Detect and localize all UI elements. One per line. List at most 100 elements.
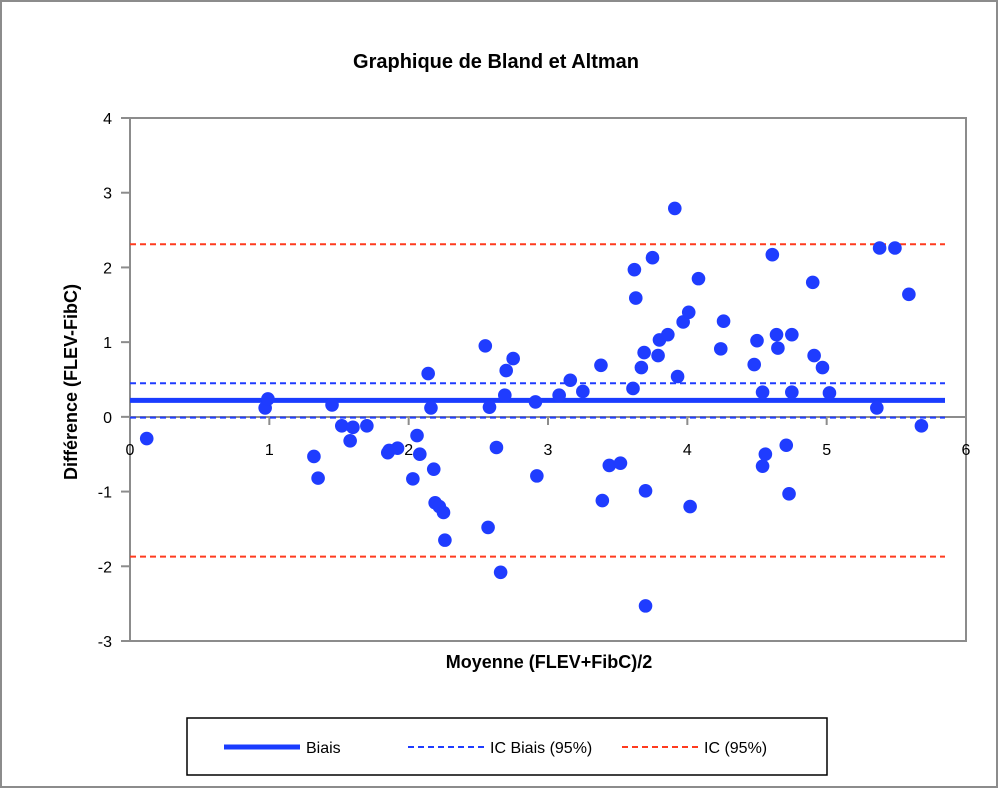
- data-point: [637, 345, 651, 360]
- data-point: [311, 471, 325, 485]
- data-point: [530, 469, 544, 483]
- data-point: [346, 420, 360, 435]
- y-tick-label: 3: [103, 186, 112, 203]
- legend-label: IC (95%): [704, 740, 767, 757]
- x-tick-label: 1: [265, 442, 274, 459]
- data-point: [888, 241, 902, 255]
- data-point: [634, 360, 649, 375]
- data-point: [498, 388, 512, 402]
- data-point: [421, 366, 435, 381]
- chart-title: Graphique de Bland et Altman: [353, 51, 639, 73]
- data-point: [651, 348, 665, 363]
- data-point: [765, 247, 780, 262]
- data-point: [563, 373, 578, 388]
- data-point: [785, 385, 799, 400]
- data-point: [424, 401, 438, 415]
- data-point: [638, 599, 653, 613]
- data-point: [872, 241, 887, 255]
- data-point: [779, 438, 794, 453]
- data-point: [334, 419, 349, 433]
- data-point: [822, 386, 837, 400]
- data-point: [528, 395, 543, 409]
- y-tick-label: 2: [103, 260, 112, 277]
- x-ticks: 0 1 2 3 4 5 6: [126, 416, 971, 459]
- data-point: [815, 360, 830, 375]
- y-tick-label: -3: [98, 634, 112, 651]
- data-point: [670, 369, 685, 384]
- data-point: [438, 533, 452, 547]
- data-point: [902, 287, 916, 302]
- data-point: [307, 449, 321, 464]
- data-point: [758, 447, 773, 462]
- data-point: [755, 385, 770, 400]
- x-tick-label: 0: [126, 442, 135, 459]
- data-point: [595, 493, 610, 508]
- data-point: [667, 201, 682, 216]
- data-point: [261, 392, 275, 406]
- data-point: [602, 458, 617, 473]
- y-tick-label: 0: [103, 410, 112, 427]
- data-point: [638, 484, 653, 498]
- legend-items: Biais IC Biais (95%) IC (95%): [224, 740, 767, 757]
- data-point: [493, 565, 508, 580]
- data-point: [691, 271, 706, 286]
- data-point: [410, 428, 424, 443]
- y-tick-label: 1: [103, 335, 112, 352]
- data-point: [390, 441, 405, 456]
- data-point: [481, 520, 495, 535]
- data-point: [750, 333, 764, 348]
- x-tick-label: 3: [544, 442, 553, 459]
- data-point: [771, 341, 785, 355]
- data-point: [343, 433, 357, 448]
- data-point: [489, 440, 504, 455]
- data-point: [499, 363, 513, 378]
- data-point: [613, 456, 628, 470]
- data-point: [755, 459, 770, 473]
- data-point: [713, 342, 728, 356]
- data-point: [626, 381, 640, 396]
- data-point: [506, 351, 520, 366]
- y-tick-label: -2: [98, 559, 112, 576]
- y-axis-title: Différence (FLEV-FibC): [61, 284, 81, 480]
- x-tick-label: 4: [683, 442, 692, 459]
- data-point: [661, 327, 675, 342]
- data-point: [785, 327, 799, 342]
- data-point: [805, 275, 820, 290]
- data-point: [139, 431, 154, 446]
- data-point: [716, 314, 731, 329]
- data-points: [139, 201, 929, 613]
- plot-area-frame: [129, 117, 967, 642]
- data-point: [807, 348, 821, 363]
- data-point: [769, 327, 784, 342]
- data-point: [914, 419, 929, 433]
- data-point: [406, 472, 420, 486]
- data-point: [482, 400, 497, 414]
- data-point: [870, 401, 884, 415]
- data-point: [627, 262, 642, 277]
- data-point: [426, 462, 441, 476]
- data-point: [628, 291, 643, 305]
- data-point: [747, 357, 762, 372]
- data-point: [478, 339, 493, 353]
- data-point: [552, 388, 566, 402]
- x-tick-label: 6: [962, 442, 971, 459]
- data-point: [645, 250, 660, 265]
- data-point: [683, 499, 697, 514]
- data-point: [436, 505, 451, 520]
- data-point: [413, 447, 427, 462]
- data-point: [325, 398, 339, 412]
- legend-label: Biais: [306, 740, 341, 757]
- x-axis-title: Moyenne (FLEV+FibC)/2: [446, 652, 653, 672]
- data-point: [360, 419, 374, 433]
- data-point: [594, 358, 608, 373]
- x-tick-label: 5: [822, 442, 831, 459]
- data-point: [681, 305, 696, 320]
- x-tick-label: 2: [404, 442, 413, 459]
- data-point: [782, 487, 796, 501]
- data-point: [576, 384, 590, 399]
- y-tick-label: 4: [103, 111, 112, 128]
- y-tick-label: -1: [98, 485, 112, 502]
- legend-label: IC Biais (95%): [490, 740, 592, 757]
